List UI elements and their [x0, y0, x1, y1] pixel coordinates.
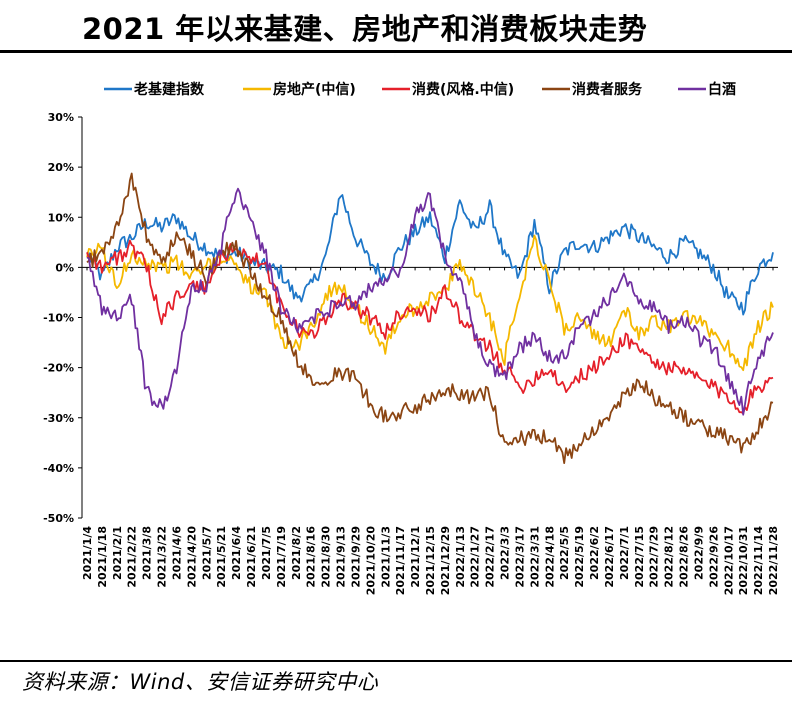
- legend-label: 房地产(中信): [273, 81, 356, 98]
- line-chart: 老基建指数 房地产(中信) 消费(风格.中信) 消费者服务 白酒 30% 20% 10% 0%…: [43, 81, 780, 595]
- chart-title: 2021 年以来基建、房地产和消费板块走势: [82, 12, 648, 46]
- x-tick-label: 2021/3/22: [156, 526, 169, 588]
- x-tick-label: 2021/7/19: [275, 526, 288, 588]
- x-tick-label: 2021/6/21: [245, 526, 258, 588]
- x-tick-label: 2022/7/1: [618, 526, 631, 580]
- x-tick-label: 2022/8/26: [678, 526, 691, 588]
- x-tick-label: 2022/6/2: [588, 526, 601, 580]
- x-tick-label: 2021/9/29: [349, 526, 362, 588]
- x-tick-label: 2021/10/20: [364, 526, 377, 596]
- y-tick-label: 20%: [48, 161, 74, 174]
- y-tick-label: 10%: [48, 211, 74, 224]
- source-note: 资料来源：Wind、安信证券研究中心: [22, 670, 379, 694]
- y-tick-label: 30%: [48, 111, 74, 124]
- y-tick-label: 0%: [55, 261, 74, 274]
- x-tick-label: 2021/1/18: [96, 526, 109, 588]
- chart-axes: 30%20%10%0%-10%-20%-30%-40%-50%2021/1/4 2…: [43, 111, 780, 595]
- x-tick-label: 2021/5/7: [200, 526, 213, 580]
- x-tick-label: 2022/3/3: [499, 526, 512, 580]
- x-tick-label: 2022/10/17: [722, 526, 735, 595]
- series-line: [86, 194, 774, 316]
- y-tick-label: -10%: [43, 312, 74, 325]
- x-tick-label: 2021/12/29: [439, 526, 452, 595]
- x-tick-label: 2021/12/1: [409, 526, 422, 588]
- x-tick-label: 2022/7/15: [633, 526, 646, 588]
- series-line: [86, 172, 774, 464]
- x-tick-label: 2022/2/17: [484, 526, 497, 588]
- x-tick-label: 2021/5/21: [215, 526, 228, 588]
- chart-legend: 老基建指数 房地产(中信) 消费(风格.中信) 消费者服务 白酒: [104, 81, 736, 98]
- series-line: [86, 234, 774, 372]
- series-line: [86, 187, 774, 416]
- x-tick-label: 2021/6/4: [230, 526, 243, 580]
- x-tick-label: 2021/4/20: [185, 526, 198, 588]
- legend-label: 消费(风格.中信): [412, 81, 514, 98]
- x-tick-label: 2022/9/26: [707, 526, 720, 588]
- x-tick-label: 2021/4/6: [170, 526, 183, 580]
- x-tick-label: 2022/10/31: [737, 526, 750, 595]
- x-tick-label: 2021/11/3: [379, 526, 392, 588]
- x-tick-label: 2022/6/17: [603, 526, 616, 588]
- x-tick-label: 2022/5/19: [573, 526, 586, 588]
- x-tick-label: 2021/8/2: [290, 526, 303, 580]
- y-tick-label: -20%: [43, 362, 74, 375]
- x-tick-label: 2021/12/15: [424, 526, 437, 595]
- x-tick-label: 2022/3/31: [528, 526, 541, 588]
- x-tick-label: 2021/3/8: [141, 526, 154, 580]
- x-tick-label: 2021/8/16: [305, 526, 318, 588]
- x-tick-label: 2021/1/4: [81, 526, 94, 580]
- legend-label: 老基建指数: [134, 81, 205, 98]
- x-tick-label: 2022/9/9: [692, 526, 705, 580]
- title-divider: [0, 50, 792, 53]
- chart-series: [86, 172, 774, 464]
- x-tick-label: 2021/2/22: [126, 526, 139, 588]
- x-tick-label: 2022/8/12: [663, 526, 676, 588]
- x-tick-label: 2021/7/5: [260, 526, 273, 580]
- x-tick-label: 2022/1/13: [454, 526, 467, 588]
- x-tick-label: 2022/3/17: [513, 526, 526, 588]
- x-tick-label: 2021/9/13: [335, 526, 348, 588]
- footer-divider: [0, 660, 792, 662]
- x-tick-label: 2022/5/5: [558, 526, 571, 580]
- y-tick-label: -50%: [43, 512, 74, 525]
- x-tick-label: 2021/8/30: [320, 526, 333, 588]
- y-tick-label: -30%: [43, 412, 74, 425]
- legend-label: 白酒: [708, 81, 736, 98]
- x-tick-label: 2022/1/27: [469, 526, 482, 588]
- x-tick-label: 2022/11/28: [767, 526, 780, 595]
- legend-label: 消费者服务: [572, 81, 643, 98]
- x-tick-label: 2021/11/17: [394, 526, 407, 595]
- x-tick-label: 2022/4/18: [543, 526, 556, 588]
- y-tick-label: -40%: [43, 462, 74, 475]
- x-tick-label: 2022/7/29: [648, 526, 661, 588]
- x-tick-label: 2021/2/1: [111, 526, 124, 580]
- x-tick-label: 2022/11/14: [752, 526, 765, 596]
